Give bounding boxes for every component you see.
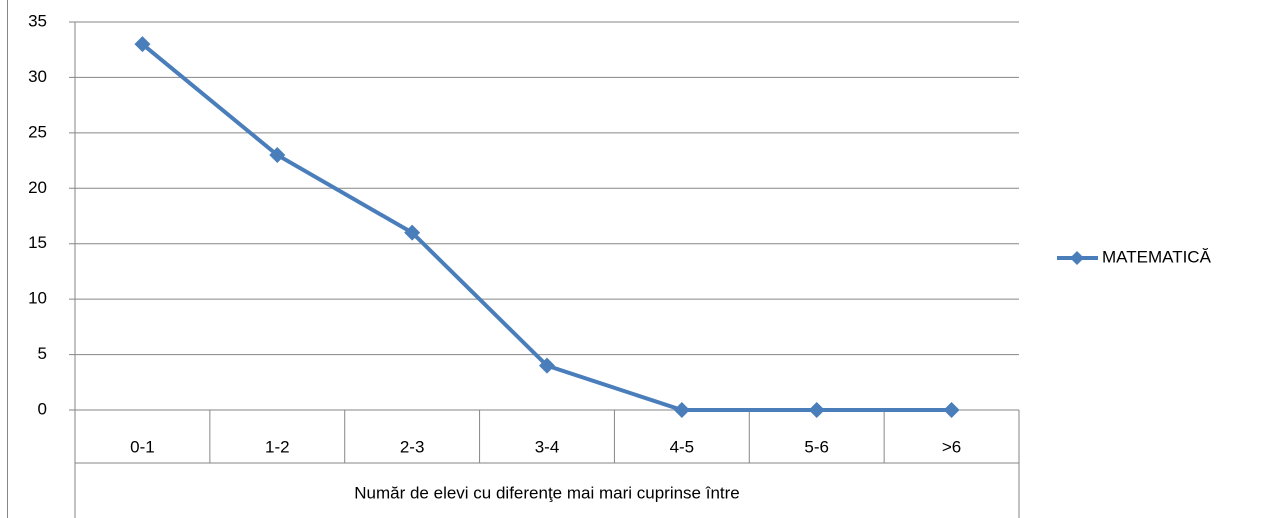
point-marker — [673, 402, 690, 418]
y-tick-label: 20 — [28, 178, 47, 197]
y-tick-label: 5 — [38, 344, 47, 363]
series-line — [141, 42, 952, 412]
point-marker — [134, 36, 151, 53]
x-tick-label: 1-2 — [265, 437, 290, 456]
x-tick-label: 4-5 — [670, 437, 695, 456]
x-tick-label: 0-1 — [130, 437, 155, 456]
y-tick-label: 35 — [28, 11, 47, 30]
point-marker — [808, 402, 825, 418]
y-tick-label: 25 — [28, 122, 47, 141]
x-tick-label: 5-6 — [804, 437, 829, 456]
x-tick-label: 3-4 — [535, 437, 560, 456]
y-tick-label: 15 — [28, 233, 47, 252]
x-tick-label: 2-3 — [400, 437, 425, 456]
y-tick-label: 0 — [38, 399, 47, 418]
point-marker — [404, 224, 421, 241]
point-marker — [269, 147, 286, 164]
point-marker — [539, 357, 555, 374]
y-tick-label: 30 — [28, 67, 47, 86]
legend-label: MATEMATICĂ — [1102, 247, 1212, 266]
legend-marker — [1070, 251, 1084, 265]
x-axis-label: Număr de elevi cu diferenţe mai mari cup… — [354, 483, 740, 502]
y-tick-label: 10 — [28, 289, 47, 308]
x-tick-label: >6 — [942, 437, 961, 456]
point-marker — [943, 402, 960, 418]
